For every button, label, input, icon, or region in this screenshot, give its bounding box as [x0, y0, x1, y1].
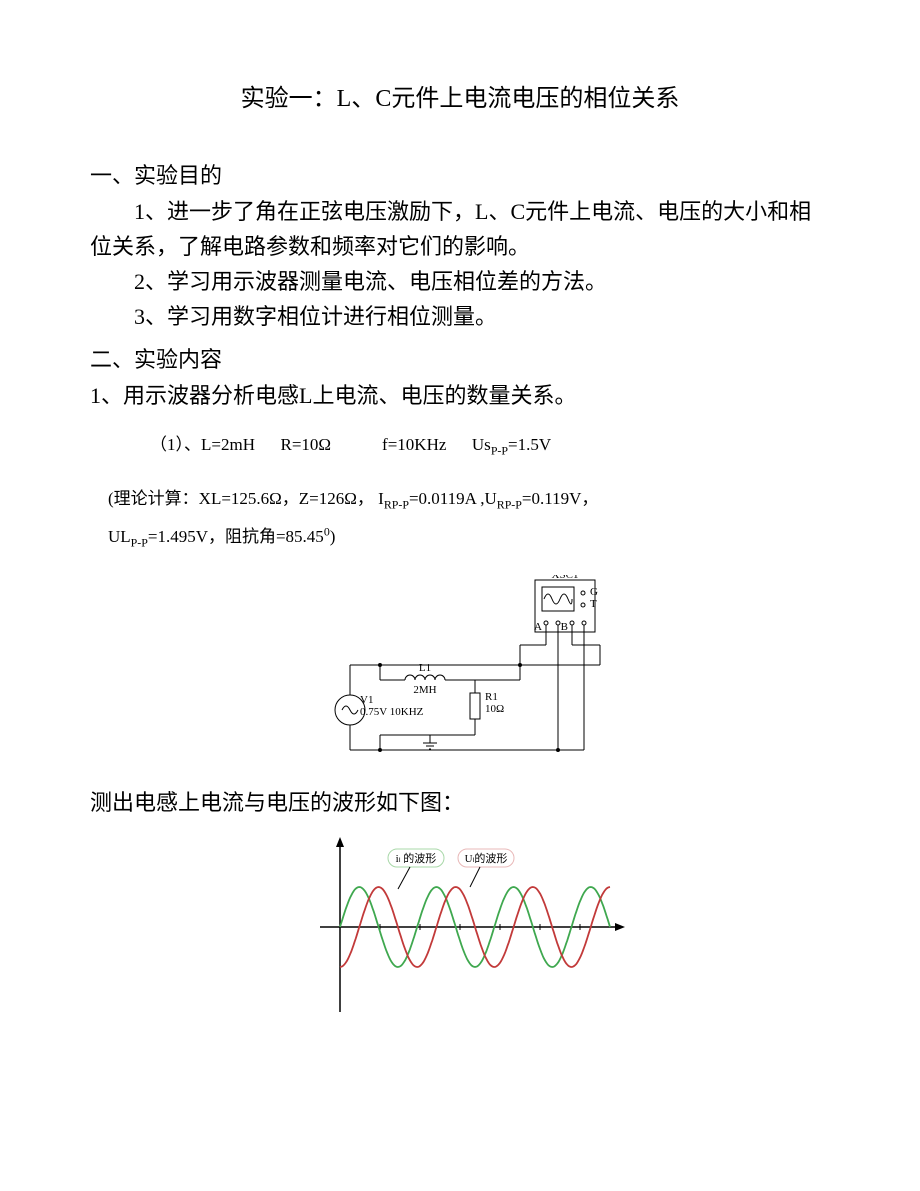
sec1-p2: 2、学习用示波器测量电流、电压相位差的方法。	[90, 264, 830, 299]
waveform-caption: 测出电感上电流与电压的波形如下图：	[90, 785, 830, 820]
svg-text:V1: V1	[360, 694, 373, 706]
svg-text:R1: R1	[485, 691, 498, 703]
param-L: L=2mH	[201, 435, 255, 454]
calc-block: (理论计算：XL=125.6Ω，Z=126Ω， IRP-P=0.0119A ,U…	[108, 480, 830, 555]
svg-text:T: T	[590, 598, 597, 610]
section-2-head: 二、实验内容	[90, 342, 830, 377]
svg-text:10Ω: 10Ω	[485, 703, 504, 715]
svg-text:Uₗ的波形: Uₗ的波形	[465, 851, 508, 865]
svg-text:2MH: 2MH	[413, 684, 436, 696]
calc-line2: ULP-P=1.495V，阻抗角=85.450)	[108, 518, 830, 556]
sec1-p1: 1、进一步了角在正弦电压激励下，L、C元件上电流、电压的大小和相位关系，了解电路…	[90, 194, 830, 264]
inductor-icon: L1 2MH	[405, 662, 445, 696]
section-1-head: 一、实验目的	[90, 158, 830, 193]
scope-icon: XSC1 G T A B	[534, 575, 598, 633]
svg-text:XSC1: XSC1	[552, 575, 579, 581]
label-i-callout: iₗ 的波形	[388, 849, 444, 889]
param-f: f=10KHz	[382, 435, 446, 454]
svg-text:B: B	[561, 621, 568, 633]
svg-text:iₗ 的波形: iₗ 的波形	[396, 851, 437, 865]
param-label: （1）、	[150, 435, 201, 454]
waveform-diagram: iₗ 的波形 Uₗ的波形	[90, 827, 830, 1037]
label-u-callout: Uₗ的波形	[458, 849, 514, 887]
svg-text:A: A	[534, 621, 542, 633]
svg-text:L1: L1	[419, 662, 431, 674]
svg-text:G: G	[590, 586, 598, 598]
resistor-icon: R1 10Ω	[470, 691, 504, 719]
voltage-source-icon: V1 0.75V 10KHZ	[335, 694, 424, 725]
y-arrow-icon	[336, 837, 344, 847]
calc-line1: (理论计算：XL=125.6Ω，Z=126Ω， IRP-P=0.0119A ,U…	[108, 480, 830, 518]
page-title: 实验一：L、C元件上电流电压的相位关系	[90, 80, 830, 118]
param-R: R=10Ω	[280, 435, 331, 454]
svg-text:0.75V 10KHZ: 0.75V 10KHZ	[360, 706, 424, 718]
ground-icon	[423, 735, 437, 749]
circuit-diagram: XSC1 G T A B V1 0.75V 10KHZ	[90, 575, 830, 775]
param-Us: UsP-P=1.5V	[472, 435, 551, 454]
sec1-p3: 3、学习用数字相位计进行相位测量。	[90, 299, 830, 334]
param-line: （1）、L=2mH R=10Ω f=10KHz UsP-P=1.5V	[150, 431, 830, 460]
sec2-p1: 1、用示波器分析电感L上电流、电压的数量关系。	[90, 378, 830, 413]
x-arrow-icon	[615, 923, 625, 931]
